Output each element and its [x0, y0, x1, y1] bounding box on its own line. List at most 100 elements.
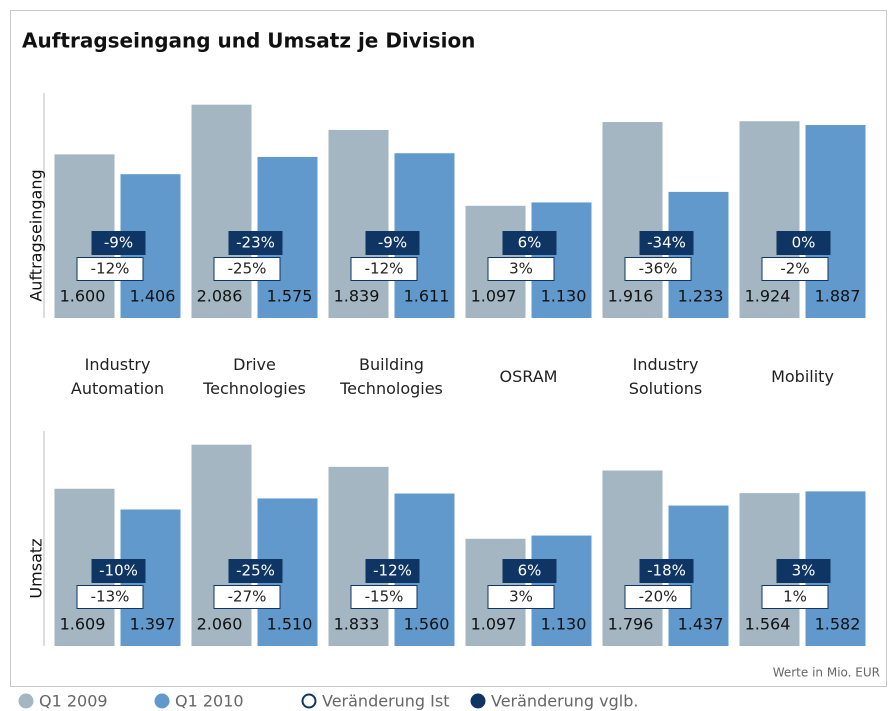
change-label: 0% [792, 234, 816, 252]
legend-label: Veränderung Ist [322, 692, 450, 711]
change-box [365, 559, 420, 583]
value-label: 1.564 [745, 615, 791, 634]
value-label: 1.839 [334, 287, 380, 306]
change-box [761, 585, 829, 609]
change-box [365, 231, 420, 255]
x-tick-label: OSRAM [499, 367, 558, 386]
change-box [776, 231, 831, 255]
change-box [91, 559, 146, 583]
value-label: 1.437 [678, 615, 724, 634]
x-tick-label: Industry Automation [70, 355, 165, 398]
change-box [76, 257, 144, 281]
bar [328, 129, 389, 318]
change-box [228, 559, 283, 583]
legend-label: Q1 2010 [175, 692, 244, 711]
bar [602, 470, 663, 646]
change-box [213, 585, 281, 609]
change-box [502, 231, 557, 255]
x-tick-label: Building Technologies [340, 355, 443, 398]
legend-marker [470, 693, 486, 709]
change-box [91, 231, 146, 255]
change-label: -10% [99, 562, 138, 580]
legend-marker [18, 693, 34, 709]
change-label: -20% [639, 588, 678, 606]
change-label: 3% [792, 562, 816, 580]
change-box [487, 257, 555, 281]
change-label: -34% [647, 234, 686, 252]
change-box [761, 257, 829, 281]
change-label: -12% [365, 260, 404, 278]
change-label: -27% [228, 588, 267, 606]
bar [602, 122, 663, 318]
value-label: 1.916 [608, 287, 654, 306]
change-label: -12% [91, 260, 130, 278]
change-box [76, 585, 144, 609]
bar [191, 444, 252, 646]
x-tick-label: Drive Technologies [203, 355, 306, 398]
value-label: 1.560 [404, 615, 450, 634]
value-label: 1.130 [541, 615, 587, 634]
change-label: -25% [236, 562, 275, 580]
value-label: 1.833 [334, 615, 380, 634]
change-label: -9% [104, 234, 133, 252]
value-label: 1.097 [471, 615, 517, 634]
change-box [624, 257, 692, 281]
change-label: -12% [373, 562, 412, 580]
bar [328, 466, 389, 646]
value-label: 1.609 [60, 615, 106, 634]
change-box [624, 585, 692, 609]
change-box [487, 585, 555, 609]
legend-label: Veränderung vglb. [491, 692, 638, 711]
change-label: -23% [236, 234, 275, 252]
legend-marker [154, 693, 170, 709]
value-label: 1.406 [130, 287, 176, 306]
value-label: 2.086 [197, 287, 243, 306]
bar [191, 104, 252, 318]
legend-marker [301, 693, 317, 709]
change-box [350, 257, 418, 281]
change-box [639, 559, 694, 583]
change-box [639, 231, 694, 255]
value-label: 1.582 [815, 615, 861, 634]
value-label: 1.600 [60, 287, 106, 306]
value-label: 2.060 [197, 615, 243, 634]
value-label: 1.575 [267, 287, 313, 306]
value-label: 1.130 [541, 287, 587, 306]
change-box [228, 231, 283, 255]
value-label: 1.887 [815, 287, 861, 306]
value-label: 1.611 [404, 287, 450, 306]
change-label: -18% [647, 562, 686, 580]
change-label: -15% [365, 588, 404, 606]
change-label: 3% [509, 260, 533, 278]
value-label: 1.510 [267, 615, 313, 634]
value-label: 1.397 [130, 615, 176, 634]
change-box [213, 257, 281, 281]
change-label: -2% [780, 260, 809, 278]
change-label: 1% [783, 588, 807, 606]
change-box [502, 559, 557, 583]
value-label: 1.233 [678, 287, 724, 306]
x-tick-label: Industry Solutions [628, 355, 703, 398]
x-tick-label: Mobility [771, 367, 834, 386]
frame [10, 10, 887, 687]
change-label: 3% [509, 588, 533, 606]
change-label: -13% [91, 588, 130, 606]
note: Werte in Mio. EUR [773, 666, 880, 680]
change-box [776, 559, 831, 583]
bar [739, 121, 800, 319]
chart-title: Auftragseingang und Umsatz je Division [22, 29, 475, 53]
bar [805, 125, 866, 319]
change-label: -36% [639, 260, 678, 278]
y-axis-label: Auftragseingang [27, 169, 46, 301]
change-label: 6% [518, 562, 542, 580]
change-box [350, 585, 418, 609]
legend-label: Q1 2009 [39, 692, 108, 711]
y-axis-label: Umsatz [27, 538, 46, 598]
value-label: 1.924 [745, 287, 791, 306]
value-label: 1.796 [608, 615, 654, 634]
change-label: -9% [378, 234, 407, 252]
value-label: 1.097 [471, 287, 517, 306]
change-label: -25% [228, 260, 267, 278]
